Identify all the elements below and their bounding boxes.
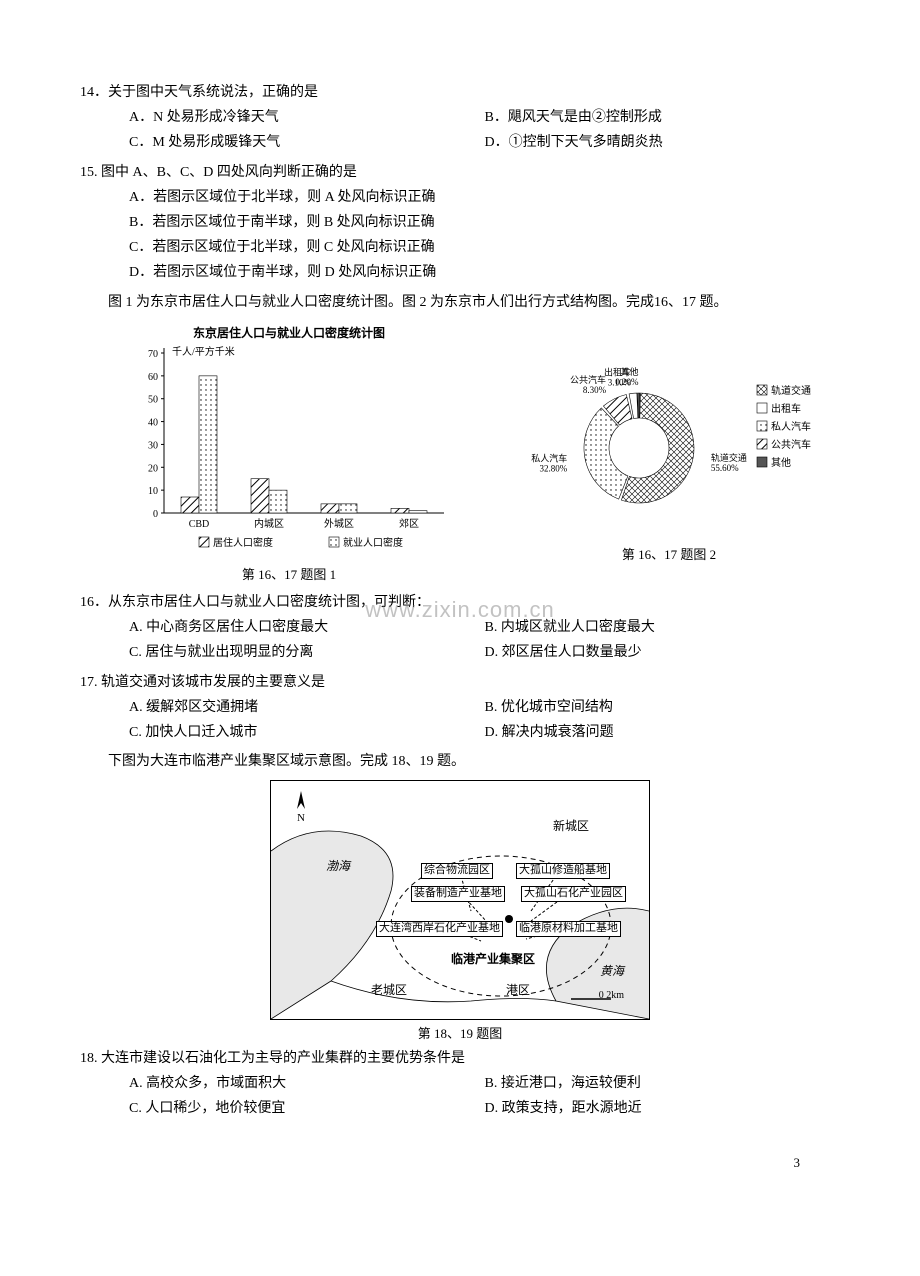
svg-text:公共汽车8.30%: 公共汽车8.30% bbox=[570, 374, 607, 395]
q18-opt-c: C. 人口稀少，地价较便宜 bbox=[129, 1096, 485, 1121]
q16-opt-d: D. 郊区居住人口数量最少 bbox=[485, 640, 841, 665]
page-number: 3 bbox=[80, 1151, 840, 1174]
question-18: 18. 大连市建设以石油化工为主导的产业集群的主要优势条件是 A. 高校众多，市… bbox=[80, 1046, 840, 1122]
q15-opt-c: C．若图示区域位于北半球，则 C 处风向标识正确 bbox=[129, 235, 840, 260]
svg-text:公共汽车: 公共汽车 bbox=[771, 438, 811, 451]
svg-text:轨道交通: 轨道交通 bbox=[771, 384, 811, 397]
bar-chart: 东京居住人口与就业人口密度统计图 010203040506070千人/平方千米 … bbox=[109, 323, 469, 563]
intro-18-19: 下图为大连市临港产业集聚区域示意图。完成 18、19 题。 bbox=[80, 749, 840, 774]
q15-options: A．若图示区域位于北半球，则 A 处风向标识正确 B．若图示区域位于南半球，则 … bbox=[80, 185, 840, 286]
q17-opt-a: A. 缓解郊区交通拥堵 bbox=[129, 695, 485, 720]
q14-opt-a: A．N 处易形成冷锋天气 bbox=[129, 105, 485, 130]
svg-text:50: 50 bbox=[148, 394, 158, 405]
svg-text:就业人口密度: 就业人口密度 bbox=[343, 536, 403, 549]
svg-text:内城区: 内城区 bbox=[254, 517, 284, 530]
q17-title: 17. 轨道交通对该城市发展的主要意义是 bbox=[80, 670, 840, 695]
svg-text:20: 20 bbox=[148, 463, 158, 474]
q16-opt-a: A. 中心商务区居住人口密度最大 bbox=[129, 615, 485, 640]
q14-options: A．N 处易形成冷锋天气 B．飓风天气是由②控制形成 C．M 处易形成暖锋天气 … bbox=[80, 105, 840, 155]
map-cluster: 临港产业集聚区 bbox=[451, 949, 535, 971]
question-14: 14．关于图中天气系统说法，正确的是 A．N 处易形成冷锋天气 B．飓风天气是由… bbox=[80, 80, 840, 156]
svg-text:出租车: 出租车 bbox=[771, 402, 801, 415]
map-figure: N 渤海 黄海 新城区 老城区 港区 临港产业集聚区 综合物流园区 大孤山修造船… bbox=[270, 780, 650, 1020]
donut-chart: 轨道交通55.60%私人汽车32.80%公共汽车8.30%出租车3.10%其他0… bbox=[509, 353, 829, 543]
chart-title: 东京居住人口与就业人口密度统计图 bbox=[193, 325, 385, 340]
question-17: 17. 轨道交通对该城市发展的主要意义是 A. 缓解郊区交通拥堵 B. 优化城市… bbox=[80, 670, 840, 746]
svg-text:私人汽车32.80%: 私人汽车32.80% bbox=[531, 452, 568, 473]
map-caption: 第 18、19 题图 bbox=[80, 1022, 840, 1045]
svg-text:30: 30 bbox=[148, 440, 158, 451]
q16-opt-c: C. 居住与就业出现明显的分离 bbox=[129, 640, 485, 665]
q18-opt-a: A. 高校众多，市域面积大 bbox=[129, 1071, 485, 1096]
svg-text:居住人口密度: 居住人口密度 bbox=[213, 536, 273, 549]
svg-text:郊区: 郊区 bbox=[399, 517, 419, 530]
q17-opt-b: B. 优化城市空间结构 bbox=[485, 695, 841, 720]
map-scale: 0 2km bbox=[599, 987, 624, 1005]
map-box6: 临港原材料加工基地 bbox=[516, 921, 621, 936]
map-box1: 综合物流园区 bbox=[421, 863, 493, 878]
q18-opt-b: B. 接近港口，海运较便利 bbox=[485, 1071, 841, 1096]
q14-opt-d: D．①控制下天气多晴朗炎热 bbox=[485, 130, 841, 155]
q14-opt-c: C．M 处易形成暖锋天气 bbox=[129, 130, 485, 155]
svg-text:60: 60 bbox=[148, 372, 158, 383]
svg-text:70: 70 bbox=[148, 349, 158, 360]
svg-text:其他: 其他 bbox=[771, 456, 791, 469]
map-old: 老城区 bbox=[371, 980, 407, 1002]
figures-16-17: 东京居住人口与就业人口密度统计图 010203040506070千人/平方千米 … bbox=[80, 323, 840, 586]
q18-opt-d: D. 政策支持，距水源地近 bbox=[485, 1096, 841, 1121]
svg-text:CBD: CBD bbox=[189, 519, 210, 530]
q15-title: 15. 图中 A、B、C、D 四处风向判断正确的是 bbox=[80, 160, 840, 185]
svg-text:千人/平方千米: 千人/平方千米 bbox=[172, 345, 235, 358]
q16-options: A. 中心商务区居住人口密度最大 B. 内城区就业人口密度最大 C. 居住与就业… bbox=[80, 615, 840, 665]
svg-text:私人汽车: 私人汽车 bbox=[771, 420, 811, 433]
q17-opt-d: D. 解决内城衰落问题 bbox=[485, 720, 841, 745]
q15-opt-a: A．若图示区域位于北半球，则 A 处风向标识正确 bbox=[129, 185, 840, 210]
map-bohai: 渤海 bbox=[326, 856, 350, 878]
q14-title: 14．关于图中天气系统说法，正确的是 bbox=[80, 80, 840, 105]
map-port: 港区 bbox=[506, 980, 530, 1002]
q16-opt-b: B. 内城区就业人口密度最大 bbox=[485, 615, 841, 640]
svg-text:40: 40 bbox=[148, 417, 158, 428]
svg-text:10: 10 bbox=[148, 486, 158, 497]
question-15: 15. 图中 A、B、C、D 四处风向判断正确的是 A．若图示区域位于北半球，则… bbox=[80, 160, 840, 286]
svg-text:0: 0 bbox=[153, 509, 158, 520]
intro-16-17: 图 1 为东京市居住人口与就业人口密度统计图。图 2 为东京市人们出行方式结构图… bbox=[80, 290, 840, 315]
map-huanghai: 黄海 bbox=[600, 961, 624, 983]
map-box4: 大孤山石化产业园区 bbox=[521, 886, 626, 901]
svg-text:外城区: 外城区 bbox=[324, 518, 354, 530]
q14-opt-b: B．飓风天气是由②控制形成 bbox=[485, 105, 841, 130]
svg-text:轨道交通55.60%: 轨道交通55.60% bbox=[711, 451, 747, 472]
q16-title: 16．从东京市居住人口与就业人口密度统计图，可判断： bbox=[80, 590, 840, 615]
svg-text:N: N bbox=[297, 812, 305, 824]
q18-options: A. 高校众多，市域面积大 B. 接近港口，海运较便利 C. 人口稀少，地价较便… bbox=[80, 1071, 840, 1121]
q15-opt-d: D．若图示区域位于南半球，则 D 处风向标识正确 bbox=[129, 260, 840, 285]
fig1-caption: 第 16、17 题图 1 bbox=[242, 563, 336, 586]
map-box5: 大连湾西岸石化产业基地 bbox=[376, 921, 503, 936]
q15-opt-b: B．若图示区域位于南半球，则 B 处风向标识正确 bbox=[129, 210, 840, 235]
question-16: www.zixin.com.cn 16．从东京市居住人口与就业人口密度统计图，可… bbox=[80, 590, 840, 666]
map-box2: 大孤山修造船基地 bbox=[516, 863, 610, 878]
map-box3: 装备制造产业基地 bbox=[411, 886, 505, 901]
fig2-caption: 第 16、17 题图 2 bbox=[622, 543, 716, 566]
q18-title: 18. 大连市建设以石油化工为主导的产业集群的主要优势条件是 bbox=[80, 1046, 840, 1071]
map-new: 新城区 bbox=[553, 816, 589, 838]
q17-options: A. 缓解郊区交通拥堵 B. 优化城市空间结构 C. 加快人口迁入城市 D. 解… bbox=[80, 695, 840, 745]
q17-opt-c: C. 加快人口迁入城市 bbox=[129, 720, 485, 745]
